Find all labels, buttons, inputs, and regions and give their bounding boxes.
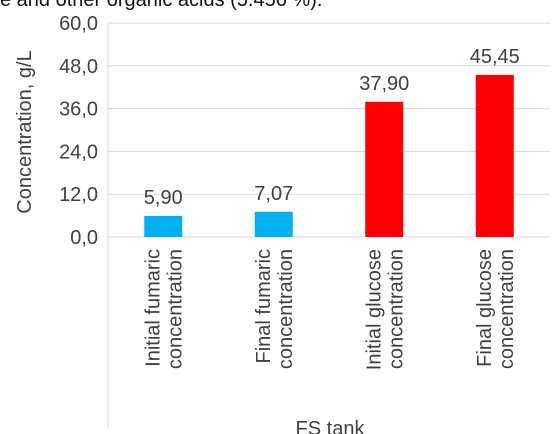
x-tick-label-text: Initial fumaricconcentration: [142, 249, 186, 369]
y-tick-label: 36,0: [59, 99, 98, 121]
x-tick-label-text: Final fumaricconcentration: [253, 249, 297, 369]
x-axis-title: FS tank: [296, 418, 366, 434]
labels: 0,0 12,0 24,0 36,0 48,0 60,0 5,90 Initial fumar…: [59, 13, 520, 370]
x-tick-label-line: concentration: [275, 249, 297, 369]
x-tick-label: Initial fumaricconcentration: [142, 249, 186, 369]
x-tick-label-line: concentration: [164, 249, 186, 369]
x-tick-label-line: concentration: [385, 249, 407, 369]
bar: [144, 215, 183, 237]
x-tick-label-line: Final glucose: [474, 249, 496, 367]
x-tick-label-line: Initial glucose: [363, 249, 385, 370]
x-tick-label: Final glucoseconcentration: [474, 249, 518, 369]
y-tick-label: 0,0: [70, 227, 98, 249]
bars: [144, 74, 514, 238]
y-tick-label: 60,0: [59, 13, 98, 35]
x-tick-label: Initial glucoseconcentration: [363, 249, 407, 370]
x-tick-label-text: Final glucoseconcentration: [474, 249, 518, 369]
y-tick-label: 12,0: [59, 184, 98, 206]
x-tick-label: Final fumaricconcentration: [253, 249, 297, 369]
x-tick-label-line: Initial fumaric: [142, 249, 164, 367]
y-axis-title: Concentration, g/L: [14, 50, 36, 213]
x-tick-label-line: concentration: [496, 249, 518, 369]
data-label: 37,90: [359, 73, 409, 95]
x-tick-label-text: Initial glucoseconcentration: [363, 249, 407, 370]
y-tick-label: 24,0: [59, 141, 98, 163]
data-label: 45,45: [470, 46, 520, 68]
bar: [254, 211, 293, 237]
x-tick-label-line: Final fumaric: [253, 249, 275, 363]
data-label: 5,90: [144, 187, 183, 209]
bar: [475, 74, 514, 238]
bar: [365, 101, 404, 237]
y-tick-label: 48,0: [59, 56, 98, 78]
data-label: 7,07: [254, 183, 293, 205]
caption-fragment: e and other organic acids (5.456 %).: [0, 0, 323, 11]
